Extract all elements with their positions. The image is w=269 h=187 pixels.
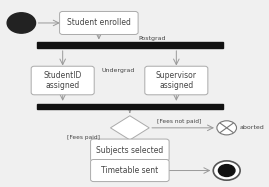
Text: Undergrad: Undergrad	[101, 68, 135, 73]
FancyBboxPatch shape	[31, 66, 94, 95]
Polygon shape	[111, 116, 149, 140]
Text: [Fees paid]: [Fees paid]	[67, 135, 100, 140]
FancyBboxPatch shape	[145, 66, 208, 95]
Circle shape	[218, 165, 235, 177]
Bar	[37, 42, 223, 48]
Circle shape	[213, 161, 240, 180]
Text: Postgrad: Postgrad	[138, 36, 165, 41]
Circle shape	[7, 13, 36, 33]
Text: [Fees not paid]: [Fees not paid]	[157, 119, 201, 124]
Text: aborted: aborted	[240, 125, 265, 130]
FancyBboxPatch shape	[91, 139, 169, 161]
Text: Student enrolled: Student enrolled	[67, 19, 131, 27]
Text: Timetable sent: Timetable sent	[101, 166, 158, 175]
Bar	[37, 104, 223, 109]
FancyBboxPatch shape	[91, 160, 169, 182]
Text: Subjects selected: Subjects selected	[96, 146, 164, 155]
Text: Supervisor
assigned: Supervisor assigned	[156, 71, 197, 90]
Circle shape	[217, 121, 236, 135]
FancyBboxPatch shape	[60, 11, 138, 34]
Text: StudentID
assigned: StudentID assigned	[44, 71, 82, 90]
